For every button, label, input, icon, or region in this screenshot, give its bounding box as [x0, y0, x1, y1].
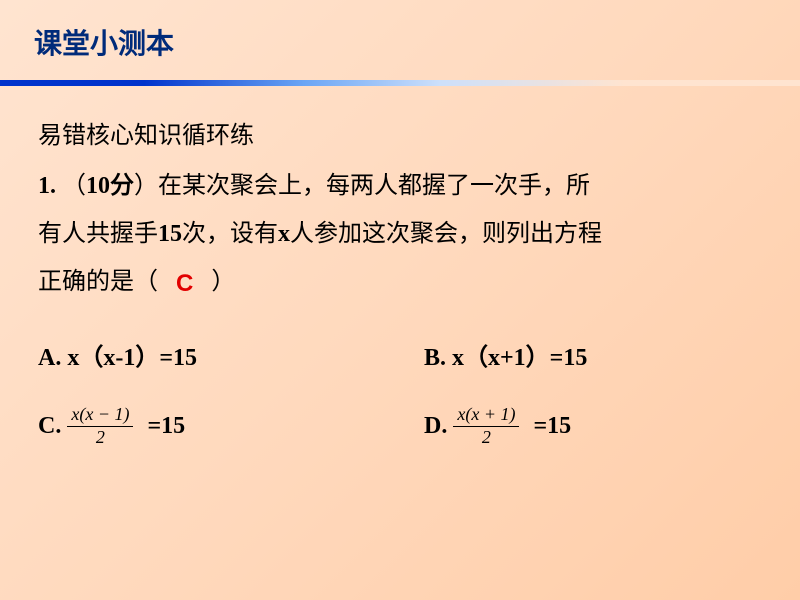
- option-c-num: x(x − 1): [67, 405, 133, 427]
- option-d: D. x(x + 1) 2 =15: [400, 402, 762, 450]
- q-count: 15: [158, 221, 182, 247]
- option-b-label: B. x（x+1）=15: [424, 334, 587, 382]
- option-d-suffix: =15: [533, 402, 571, 450]
- option-d-prefix: D.: [424, 402, 447, 450]
- page-title: 课堂小测本: [34, 22, 800, 62]
- option-c-den: 2: [96, 427, 105, 448]
- q-text-5: 正确的是（: [38, 269, 158, 295]
- option-c-prefix: C.: [38, 402, 61, 450]
- option-a-label: A. x（x-1）=15: [38, 334, 197, 382]
- options-grid: A. x（x-1）=15 B. x（x+1）=15 C. x(x − 1) 2 …: [38, 334, 762, 450]
- blank-1: [158, 269, 176, 295]
- q-number: 1.: [38, 173, 56, 199]
- option-d-den: 2: [482, 427, 491, 448]
- q-paren-open: （: [62, 173, 86, 199]
- content-area: 易错核心知识循环练 1. （10分）在某次聚会上，每两人都握了一次手，所 有人共…: [0, 86, 800, 450]
- question-block: 1. （10分）在某次聚会上，每两人都握了一次手，所 有人共握手15次，设有x人…: [38, 162, 762, 306]
- q-text-6: ）: [211, 269, 235, 295]
- q-points: 10分: [86, 173, 134, 199]
- option-c-fraction: x(x − 1) 2: [67, 405, 133, 448]
- option-c-suffix: =15: [147, 402, 185, 450]
- subtitle: 易错核心知识循环练: [38, 112, 762, 160]
- q-var: x: [278, 221, 290, 247]
- option-d-fraction: x(x + 1) 2: [453, 405, 519, 448]
- q-text-4: 人参加这次聚会，则列出方程: [290, 221, 602, 247]
- header: 课堂小测本: [0, 0, 800, 80]
- blank-2: [193, 269, 211, 295]
- option-c: C. x(x − 1) 2 =15: [38, 402, 400, 450]
- q-text-2: 有人共握手: [38, 221, 158, 247]
- q-text-3: 次，设有: [182, 221, 278, 247]
- option-b: B. x（x+1）=15: [400, 334, 762, 382]
- q-paren-close: ）: [134, 173, 158, 199]
- q-text-1: 在某次聚会上，每两人都握了一次手，所: [158, 173, 590, 199]
- answer-letter: C: [176, 270, 193, 297]
- option-a: A. x（x-1）=15: [38, 334, 400, 382]
- option-d-num: x(x + 1): [453, 405, 519, 427]
